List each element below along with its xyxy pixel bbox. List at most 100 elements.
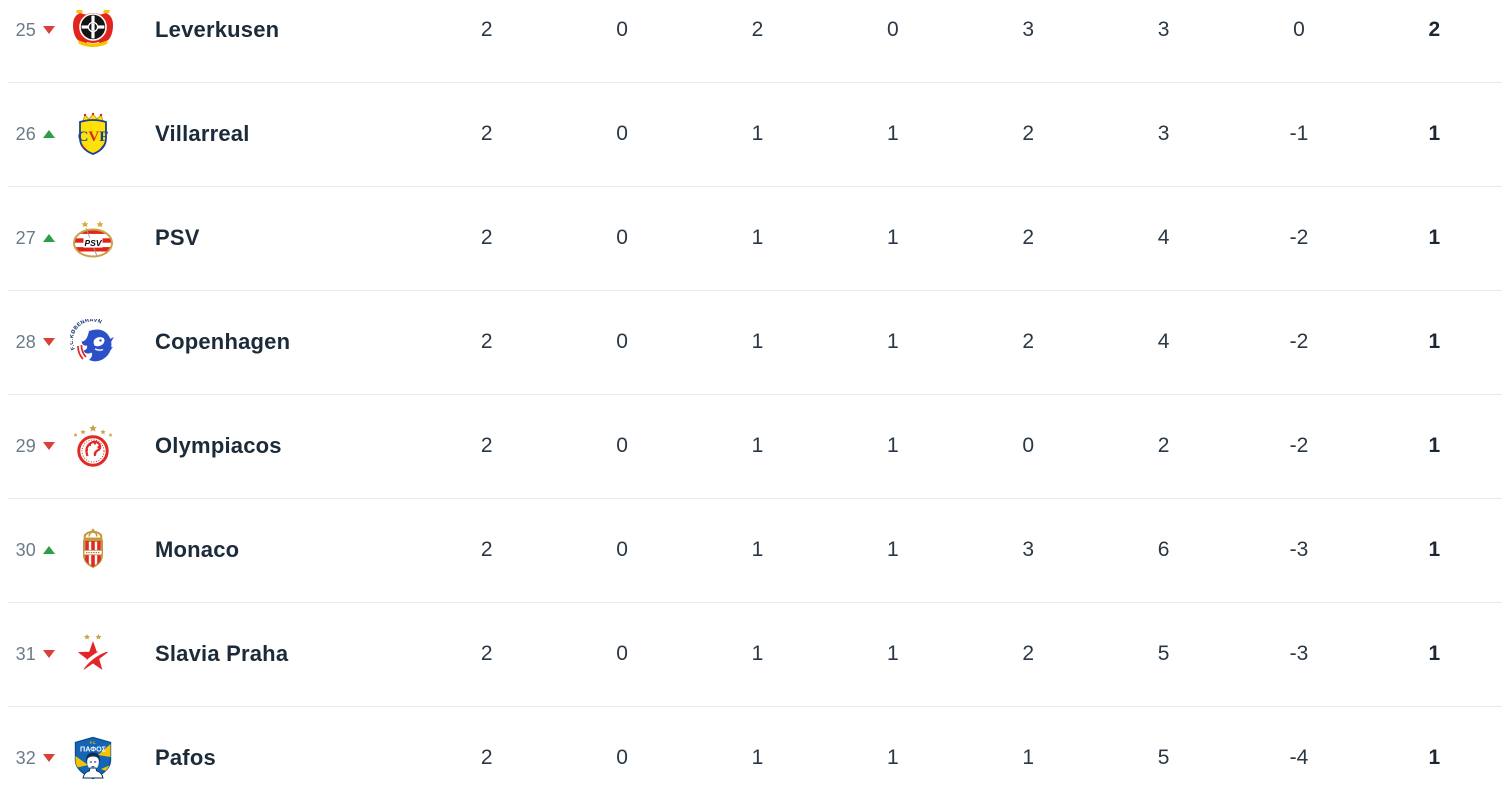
rank-down-icon	[43, 650, 55, 658]
stat-wins: 0	[616, 642, 628, 665]
table-row[interactable]: 25 Leverkusen 2 0 2 0 3 3 0	[0, 0, 1502, 82]
stat-goals-for: 2	[1022, 330, 1035, 353]
stat-losses: 1	[886, 330, 899, 353]
stat-goals-for: 3	[1022, 18, 1035, 41]
stat-draws: 1	[751, 330, 764, 353]
stat-played: 2	[480, 434, 493, 457]
copenhagen-logo: F.C.KØBENHAVN	[62, 319, 124, 365]
stat-draws: 1	[751, 642, 764, 665]
stat-goal-diff: 0	[1293, 18, 1305, 41]
stat-goal-diff: -3	[1289, 538, 1309, 561]
table-row[interactable]: 28 F.C.KØBENHAVN Copenhagen 2 0 1	[0, 290, 1502, 394]
stat-played: 2	[480, 642, 493, 665]
stat-points: 1	[1428, 226, 1441, 249]
stat-wins: 0	[616, 330, 628, 353]
stat-losses: 1	[886, 746, 899, 769]
stat-played: 2	[480, 122, 493, 145]
rank-down-icon	[43, 754, 55, 762]
stat-wins: 0	[616, 746, 628, 769]
rank-down-icon	[43, 338, 55, 346]
rank-number: 28	[15, 331, 36, 352]
slavia-praha-logo	[62, 631, 124, 677]
stat-goals-for: 2	[1022, 122, 1035, 145]
stat-draws: 1	[751, 434, 764, 457]
table-row[interactable]: 26 CVF Villarreal 2 0 1 1 2 3 -1 1	[0, 82, 1502, 186]
stat-wins: 0	[616, 122, 628, 145]
stat-wins: 0	[616, 226, 628, 249]
pafos-logo: F.C. ΠΑΦΟΣ	[62, 735, 124, 781]
team-name: Copenhagen	[155, 329, 291, 354]
team-name: Leverkusen	[155, 17, 280, 42]
stat-goals-against: 3	[1157, 122, 1170, 145]
stat-points: 1	[1428, 538, 1441, 561]
stat-points: 1	[1428, 122, 1441, 145]
svg-text:ΠΑΦΟΣ: ΠΑΦΟΣ	[80, 744, 107, 753]
svg-text:CVF: CVF	[78, 129, 109, 145]
rank-up-icon	[43, 234, 55, 242]
stat-goals-for: 0	[1022, 434, 1035, 457]
stat-losses: 1	[886, 434, 899, 457]
table-row[interactable]: 27 PSV PSV 2 0 1	[0, 186, 1502, 290]
rank-number: 25	[15, 19, 36, 40]
stat-points: 1	[1428, 434, 1441, 457]
stat-played: 2	[480, 18, 493, 41]
stat-points: 2	[1428, 18, 1441, 41]
stat-played: 2	[480, 538, 493, 561]
stat-goals-against: 4	[1157, 226, 1170, 249]
stat-goal-diff: -2	[1289, 434, 1309, 457]
stat-goals-for: 2	[1022, 642, 1035, 665]
team-name: Olympiacos	[155, 433, 282, 458]
stat-goals-against: 5	[1157, 642, 1170, 665]
team-name: Villarreal	[155, 121, 250, 146]
stat-goal-diff: -1	[1289, 122, 1309, 145]
stat-losses: 1	[886, 122, 899, 145]
stat-wins: 0	[616, 434, 628, 457]
stat-points: 1	[1428, 330, 1441, 353]
stat-goals-against: 5	[1157, 746, 1170, 769]
stat-draws: 1	[751, 746, 764, 769]
rank-number: 32	[15, 747, 36, 768]
stat-goals-against: 3	[1157, 18, 1170, 41]
stat-played: 2	[480, 226, 493, 249]
team-name: Pafos	[155, 745, 216, 770]
table-row[interactable]: 31 Slavia Praha 2 0 1 1 2 5 -3 1	[0, 602, 1502, 706]
stat-goals-for: 2	[1022, 226, 1035, 249]
team-name: PSV	[155, 225, 200, 250]
psv-logo: PSV	[62, 215, 124, 261]
stat-played: 2	[480, 746, 493, 769]
table-row[interactable]: 29 Olympiacos 2 0 1	[0, 394, 1502, 498]
stat-losses: 1	[886, 226, 899, 249]
table-row[interactable]: 30 Monaco 2 0 1	[0, 498, 1502, 602]
rank-down-icon	[43, 26, 55, 34]
rank-up-icon	[43, 546, 55, 554]
stat-goals-against: 4	[1157, 330, 1170, 353]
stat-wins: 0	[616, 18, 628, 41]
stat-goals-for: 3	[1022, 538, 1035, 561]
stat-goal-diff: -3	[1289, 642, 1309, 665]
leverkusen-logo	[62, 7, 124, 53]
rank-up-icon	[43, 130, 55, 138]
table-row[interactable]: 32 F.C. ΠΑΦΟΣ Pafos 2	[0, 706, 1502, 810]
stat-goal-diff: -2	[1289, 226, 1309, 249]
stat-losses: 1	[886, 538, 899, 561]
monaco-logo	[62, 527, 124, 573]
team-name: Monaco	[155, 537, 240, 562]
rank-number: 29	[15, 435, 36, 456]
team-name: Slavia Praha	[155, 641, 289, 666]
rank-down-icon	[43, 442, 55, 450]
stat-losses: 1	[886, 642, 899, 665]
villarreal-logo: CVF	[62, 111, 124, 157]
svg-text:PSV: PSV	[84, 238, 102, 248]
stat-wins: 0	[616, 538, 628, 561]
rank-number: 26	[15, 123, 36, 144]
stat-played: 2	[480, 330, 493, 353]
stat-draws: 2	[751, 18, 764, 41]
svg-text:F.C.: F.C.	[90, 741, 96, 745]
stat-points: 1	[1428, 746, 1441, 769]
rank-number: 27	[15, 227, 36, 248]
rank-number: 30	[15, 539, 36, 560]
stat-losses: 0	[886, 18, 899, 41]
stat-goals-against: 6	[1157, 538, 1170, 561]
olympiacos-logo	[62, 423, 124, 469]
stat-goals-against: 2	[1157, 434, 1170, 457]
